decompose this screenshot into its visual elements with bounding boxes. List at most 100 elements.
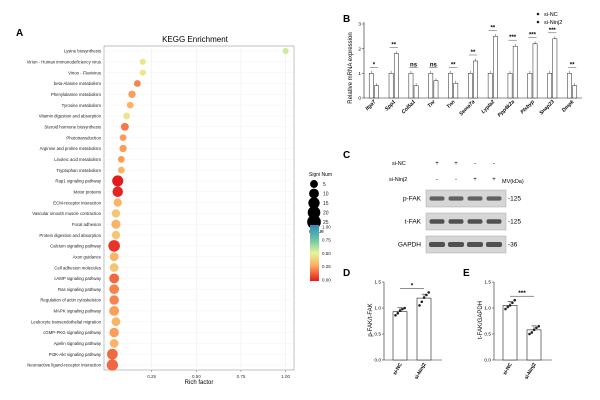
y-tick-label: 1.0	[374, 306, 381, 312]
panel-e-chart: t-FAK/GAPDH 0.0 0.5 1.0 1.5 si-NC si-Ninj2 ***	[478, 280, 552, 381]
qpcr-bar-si-ninj2	[393, 53, 399, 99]
kegg-dot	[133, 80, 141, 87]
kegg-dot	[108, 240, 120, 252]
data-point	[418, 304, 421, 307]
data-point	[425, 293, 428, 297]
kegg-term-labels: Lysine biosynthesis Virion - Human immuno…	[27, 49, 102, 368]
blot-lane-sign-si-nc: -	[474, 161, 476, 167]
blot-band-label: GAPDH	[398, 242, 421, 249]
kegg-dot	[117, 166, 125, 174]
qpcr-bar-si-ninj2	[493, 36, 498, 99]
blot-band	[448, 219, 464, 224]
data-point	[504, 307, 507, 311]
e-y-label: t-FAK/GAPDH	[478, 301, 484, 339]
qpcr-bar-si-nc	[428, 73, 434, 99]
blot-lane-sign-si-nc: +	[435, 161, 439, 167]
kegg-term-label: cGMP-PKG signaling pathway	[43, 330, 102, 335]
kegg-size-legend: 5 10 15 20 25	[307, 180, 329, 229]
kegg-dot	[111, 317, 121, 327]
kegg-term-label: MAPK signaling pathway	[53, 309, 101, 314]
sig-marker: *	[411, 282, 414, 289]
kegg-dot	[128, 90, 136, 99]
e-plot: 0.0 0.5 1.0 1.5 si-NC si-Ninj2 ***	[484, 280, 552, 381]
qpcr-bar-si-ninj2	[453, 82, 459, 99]
qpcr-category-label: Plxbyp	[520, 99, 536, 115]
blot-lane-signs: + + - - - - + +	[435, 161, 496, 183]
kegg-x-tick-label: 1.00	[281, 374, 290, 379]
kegg-dot	[119, 134, 127, 142]
kegg-dot	[111, 209, 121, 218]
kegg-size-legend-dot	[307, 206, 321, 219]
qpcr-sig-marker: ***	[549, 28, 557, 34]
qpcr-axes: 0 1 2 3	[358, 22, 582, 102]
kegg-term-label: ECM-receptor interaction	[53, 200, 101, 205]
kegg-chart: KEGG Enrichment Lysine biosynthesis Virio…	[27, 35, 333, 386]
kegg-term-label: Vitamin digestion and absorption	[39, 114, 102, 119]
qpcr-bar-si-ninj2	[473, 60, 478, 99]
kegg-term-label: Linoleic acid metabolism	[54, 157, 101, 162]
kegg-size-legend-label: 20	[323, 210, 329, 216]
qpcr-y-tick-label: 1	[358, 71, 361, 77]
qpcr-bar-si-ninj2	[512, 45, 518, 99]
kegg-dot	[109, 263, 119, 272]
blot-band	[486, 196, 502, 201]
bar-0	[392, 311, 408, 361]
qpcr-bar-si-ninj2	[413, 85, 419, 99]
legend-marker-si-nc	[536, 12, 540, 16]
blot-band	[429, 219, 445, 224]
kegg-term-label: Regulation of actin cytoskeleton	[40, 298, 101, 303]
kegg-plot-area	[103, 45, 295, 371]
kegg-term-label: Phenylalanine metabolism	[51, 92, 102, 97]
western-blot: si-NC si-Ninj2 + + - - - - + + MV(kDa) p-FAK -12…	[389, 161, 524, 254]
kegg-dot	[282, 47, 289, 55]
qpcr-bar-si-nc	[527, 73, 533, 99]
kegg-term-label: Cell adhesion molecules	[54, 265, 101, 270]
kegg-term-label: Apelin signaling pathway	[54, 341, 102, 346]
kegg-dot	[109, 338, 119, 348]
blot-rows: p-FAK -125 t-FAK -125 GAPDH -36	[398, 189, 521, 254]
qpcr-sig-marker: **	[471, 50, 476, 56]
kegg-term-label: Virion - Flavivirus	[68, 70, 101, 75]
kegg-size-legend-title: Signi Num	[309, 172, 332, 178]
qpcr-sig-marker: ***	[509, 35, 517, 41]
kegg-color-tick-label: 0.25	[322, 264, 331, 269]
kegg-dot	[109, 305, 120, 316]
kegg-x-tick-label: 0.50	[192, 374, 201, 379]
qpcr-bars	[368, 33, 578, 99]
kegg-dots	[106, 47, 289, 371]
kegg-dot	[139, 69, 146, 76]
bar-1	[416, 297, 432, 361]
kegg-size-legend-dot	[310, 180, 318, 188]
qpcr-sig-marker: **	[391, 43, 396, 49]
blot-row-label-si-ninj2: si-Ninj2	[389, 177, 407, 183]
qpcr-sig-marker: ***	[529, 33, 537, 39]
qpcr-legend: si-NC si-Ninj2	[536, 12, 562, 26]
qpcr-category-label: Ppp4k2a	[497, 99, 516, 118]
kegg-color-tick-label: 0.50	[322, 251, 331, 256]
kegg-term-label: Virion - Human immunodeficiency virus	[27, 60, 101, 65]
kegg-term-label: Calcium signaling pathway	[50, 244, 102, 249]
qpcr-category-label: Dmpk	[561, 98, 576, 113]
kegg-dot	[106, 359, 119, 371]
blot-mw-label: -125	[508, 196, 521, 203]
kegg-dot	[109, 284, 120, 295]
data-point	[396, 311, 400, 315]
qpcr-category-label: Tnr	[427, 98, 438, 109]
kegg-dot	[126, 101, 134, 109]
blot-band	[429, 242, 445, 247]
category-label: si-NC	[392, 362, 404, 377]
kegg-size-legend-dot	[308, 197, 320, 209]
qpcr-legend-si-nc: si-NC	[544, 12, 558, 18]
panel-d-chart: p-FAK/t-FAK 0.0 0.5 1.0 1.5 si-NC si-Ninj2 *	[368, 280, 442, 381]
kegg-color-tick-label: 0.00	[322, 277, 331, 282]
kegg-dot	[109, 273, 120, 284]
qpcr-bar-si-nc	[368, 73, 374, 99]
data-point	[427, 291, 431, 294]
kegg-title: KEGG Enrichment	[162, 35, 229, 44]
sig-marker: ***	[518, 290, 526, 297]
qpcr-bar-si-nc	[388, 73, 394, 99]
kegg-dot	[112, 175, 124, 187]
qpcr-category-label: Sema7a	[458, 99, 476, 117]
qpcr-category-label: Tnn	[446, 99, 457, 110]
